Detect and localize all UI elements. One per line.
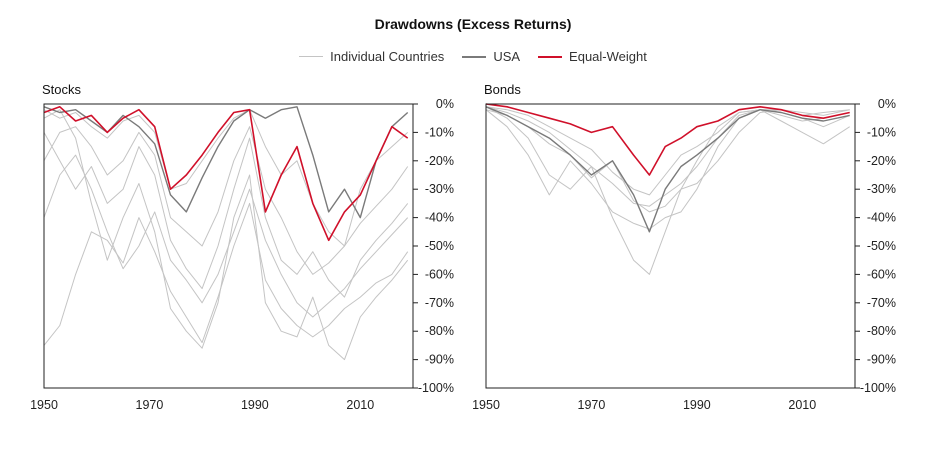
legend-swatch-individual-countries — [299, 56, 324, 57]
x-tick-label-bonds-0: 1950 — [472, 398, 500, 412]
series-line-stocks-country-4 — [43, 126, 409, 275]
x-tick-label-bonds-2: 1990 — [683, 398, 711, 412]
legend-label-equal-weight: Equal-Weight — [569, 49, 647, 64]
y-tick-label-bonds-2: -20% — [867, 154, 896, 168]
series-line-bonds-country-4 — [485, 109, 850, 213]
plot-frame-bonds — [485, 103, 856, 389]
series-line-stocks-country-5 — [43, 109, 409, 247]
panel-title-bonds: Bonds — [484, 82, 521, 97]
y-tick-label-bonds-5: -50% — [867, 239, 896, 253]
series-line-stocks-country-2 — [43, 154, 409, 318]
y-tick-label-stocks-0: 0% — [436, 97, 454, 111]
series-line-stocks-country-3 — [43, 132, 409, 298]
y-tick-label-stocks-10: -100% — [418, 381, 454, 395]
chart-legend: Individual Countries USA Equal-Weight — [0, 49, 946, 64]
y-tick-label-stocks-7: -70% — [425, 296, 454, 310]
legend-item-equal-weight: Equal-Weight — [538, 49, 647, 64]
x-tick-label-stocks-1: 1970 — [136, 398, 164, 412]
y-tick-label-stocks-9: -90% — [425, 353, 454, 367]
y-tick-label-bonds-3: -30% — [867, 182, 896, 196]
x-tick-label-bonds-3: 2010 — [788, 398, 816, 412]
series-line-bonds-country-0 — [485, 106, 850, 275]
legend-label-individual-countries: Individual Countries — [330, 49, 445, 64]
chart-title: Drawdowns (Excess Returns) — [374, 16, 572, 32]
y-tick-label-bonds-7: -70% — [867, 296, 896, 310]
legend-label-usa: USA — [493, 49, 521, 64]
y-tick-label-stocks-4: -40% — [425, 211, 454, 225]
series-line-bonds-country-2 — [485, 106, 850, 207]
y-tick-label-bonds-8: -80% — [867, 324, 896, 338]
legend-swatch-equal-weight — [538, 55, 563, 58]
x-tick-label-bonds-1: 1970 — [578, 398, 606, 412]
y-tick-label-stocks-6: -60% — [425, 267, 454, 281]
legend-swatch-usa — [462, 55, 487, 58]
y-tick-label-stocks-3: -30% — [425, 182, 454, 196]
series-line-stocks-country-0 — [43, 109, 409, 361]
y-tick-label-stocks-8: -80% — [425, 324, 454, 338]
x-tick-label-stocks-3: 2010 — [346, 398, 374, 412]
y-tick-label-bonds-6: -60% — [867, 267, 896, 281]
series-line-bonds-ew-6 — [485, 103, 850, 176]
y-tick-label-bonds-9: -90% — [867, 353, 896, 367]
x-tick-label-stocks-0: 1950 — [30, 398, 58, 412]
legend-item-individual-countries: Individual Countries — [299, 49, 444, 64]
y-tick-label-stocks-5: -50% — [425, 239, 454, 253]
y-tick-label-bonds-0: 0% — [878, 97, 896, 111]
series-line-bonds-usa-5 — [485, 106, 850, 233]
series-line-stocks-ew-7 — [43, 106, 409, 242]
y-tick-label-bonds-4: -40% — [867, 211, 896, 225]
panel-title-stocks: Stocks — [42, 82, 82, 97]
y-tick-label-bonds-10: -100% — [860, 381, 896, 395]
x-tick-label-stocks-2: 1990 — [241, 398, 269, 412]
series-line-bonds-country-3 — [485, 106, 850, 196]
legend-item-usa: USA — [462, 49, 520, 64]
y-tick-label-stocks-1: -10% — [425, 125, 454, 139]
y-tick-label-bonds-1: -10% — [867, 125, 896, 139]
y-tick-label-stocks-2: -20% — [425, 154, 454, 168]
series-line-stocks-country-1 — [43, 202, 409, 346]
